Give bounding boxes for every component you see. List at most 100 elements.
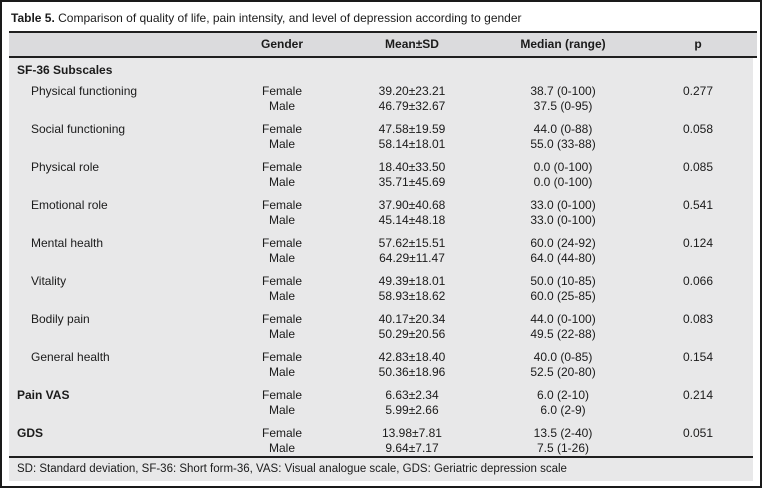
gender-value: Male (268, 137, 295, 151)
mean-sd-value: 64.29±11.47 (379, 251, 445, 265)
table-header: Gender Mean±SD Median (range) p (9, 31, 757, 58)
mean-sd-value: 18.40±33.50 (378, 160, 446, 174)
row-label (9, 327, 227, 342)
table-row: Male 46.79±32.67 37.5 (0-95) (9, 99, 757, 114)
row-label: Physical functioning (31, 84, 138, 98)
p-value (639, 441, 757, 456)
median-range-value: 37.5 (0-95) (533, 99, 593, 113)
p-value: 0.124 (682, 236, 714, 250)
table-row: Vitality Female 49.39±18.01 50.0 (10-85) 0.0… (9, 266, 757, 289)
table-row: Male 50.36±18.96 52.5 (20-80) (9, 365, 757, 380)
p-value (639, 365, 757, 380)
gender-value: Female (261, 198, 302, 212)
p-value: 0.541 (682, 198, 714, 212)
header-gender: Gender (227, 31, 337, 58)
p-value (639, 137, 757, 152)
row-label: Pain VAS (17, 388, 70, 402)
mean-sd-value: 40.17±20.34 (378, 312, 446, 326)
gender-value: Male (268, 327, 295, 341)
table-row: GDS Female 13.98±7.81 13.5 (2-40) 0.051 (9, 418, 757, 441)
table-number: Table 5. (11, 11, 55, 25)
mean-sd-value: 45.14±48.18 (378, 213, 446, 227)
p-value: 0.051 (682, 426, 714, 440)
table-row: Male 5.99±2.66 6.0 (2-9) (9, 403, 757, 418)
p-value: 0.083 (682, 312, 714, 326)
header-empty (9, 31, 227, 58)
p-value (639, 175, 757, 190)
table-body: SF-36 Subscales Physical functioning Femal… (9, 57, 757, 456)
p-value: 0.085 (682, 160, 714, 174)
row-label: Emotional role (31, 198, 108, 212)
p-value: 0.214 (682, 388, 714, 402)
row-label (9, 175, 227, 190)
p-value: 0.058 (682, 122, 714, 136)
table-row: Male 50.29±20.56 49.5 (22-88) (9, 327, 757, 342)
gender-value: Male (268, 251, 295, 265)
mean-sd-value: 50.36±18.96 (378, 365, 446, 379)
median-range-value: 33.0 (0-100) (530, 213, 596, 227)
table-row: Pain VAS Female 6.63±2.34 6.0 (2-10) 0.214 (9, 380, 757, 403)
gender-value: Male (268, 441, 295, 455)
table-title: Table 5. Comparison of quality of life, … (9, 6, 753, 31)
table-row: General health Female 42.83±18.40 40.0 (0-8… (9, 342, 757, 365)
gender-value: Male (268, 175, 295, 189)
median-range-value: 44.0 (0-88) (533, 122, 593, 136)
gender-value: Male (268, 289, 295, 303)
table-row: Physical functioning Female 39.20±23.21 38.… (9, 79, 757, 99)
mean-sd-value: 58.93±18.62 (378, 289, 446, 303)
mean-sd-value: 50.29±20.56 (378, 327, 446, 341)
median-range-value: 7.5 (1-26) (536, 441, 590, 455)
mean-sd-value: 13.98±7.81 (382, 426, 442, 440)
p-value (639, 251, 757, 266)
mean-sd-value: 39.20±23.21 (378, 84, 446, 98)
row-label (9, 289, 227, 304)
gender-value: Female (261, 84, 302, 98)
table-row: Mental health Female 57.62±15.51 60.0 (24-9… (9, 228, 757, 251)
mean-sd-value: 6.63±2.34 (385, 388, 439, 402)
table-row: Male 58.14±18.01 55.0 (33-88) (9, 137, 757, 152)
gender-value: Female (261, 236, 302, 250)
median-range-value: 6.0 (2-9) (540, 403, 586, 417)
median-range-value: 0.0 (0-100) (533, 160, 593, 174)
section-row: SF-36 Subscales (9, 57, 757, 79)
row-label (9, 365, 227, 380)
gender-value: Male (268, 213, 295, 227)
gender-value: Female (261, 350, 302, 364)
mean-sd-value: 57.62±15.51 (378, 236, 446, 250)
header-mean-sd: Mean±SD (337, 31, 487, 58)
header-row: Gender Mean±SD Median (range) p (9, 31, 757, 58)
median-range-value: 44.0 (0-100) (530, 312, 596, 326)
row-label: General health (31, 350, 110, 364)
row-label: Physical role (31, 160, 100, 174)
median-range-value: 0.0 (0-100) (533, 175, 593, 189)
p-value: 0.066 (682, 274, 714, 288)
table-row: Emotional role Female 37.90±40.68 33.0 (0-1… (9, 190, 757, 213)
row-label (9, 251, 227, 266)
median-range-value: 52.5 (20-80) (530, 365, 596, 379)
table-row: Male 9.64±7.17 7.5 (1-26) (9, 441, 757, 456)
median-range-value: 40.0 (0-85) (533, 350, 593, 364)
mean-sd-value: 5.99±2.66 (385, 403, 439, 417)
p-value (639, 289, 757, 304)
median-range-value: 60.0 (25-85) (530, 289, 596, 303)
gender-value: Male (268, 365, 295, 379)
row-label: Mental health (31, 236, 104, 250)
comparison-table: Gender Mean±SD Median (range) p SF-36 Su… (9, 31, 757, 456)
table-row: Physical role Female 18.40±33.50 0.0 (0-100… (9, 152, 757, 175)
mean-sd-value: 37.90±40.68 (378, 198, 446, 212)
row-label: Bodily pain (31, 312, 90, 326)
mean-sd-value: 47.58±19.59 (378, 122, 446, 136)
table-row: Male 58.93±18.62 60.0 (25-85) (9, 289, 757, 304)
p-value (639, 99, 757, 114)
mean-sd-value: 58.14±18.01 (378, 137, 446, 151)
row-label (9, 213, 227, 228)
row-label (9, 137, 227, 152)
table-row: Male 64.29±11.47 64.0 (44-80) (9, 251, 757, 266)
table-footnote: SD: Standard deviation, SF-36: Short for… (9, 456, 753, 481)
header-p: p (639, 31, 757, 58)
mean-sd-value: 49.39±18.01 (378, 274, 446, 288)
gender-value: Female (261, 426, 302, 440)
gender-value: Female (261, 312, 302, 326)
median-range-value: 6.0 (2-10) (536, 388, 590, 402)
